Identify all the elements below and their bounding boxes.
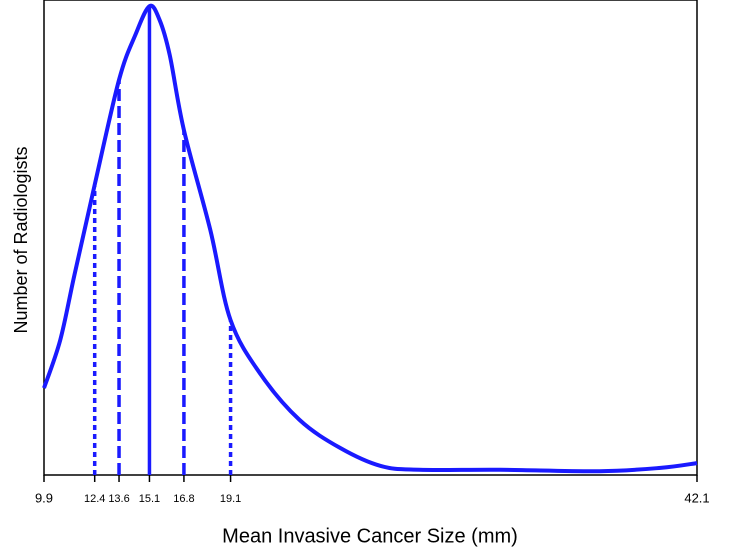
x-tick-label: 13.6 bbox=[108, 493, 129, 505]
x-tick-label: 12.4 bbox=[84, 493, 105, 505]
x-axis-label: Mean Invasive Cancer Size (mm) bbox=[222, 525, 518, 547]
y-axis-label: Number of Radiologists bbox=[11, 146, 31, 333]
x-tick-label: 19.1 bbox=[220, 493, 241, 505]
x-tick-label: 16.8 bbox=[173, 493, 194, 505]
x-tick-label: 15.1 bbox=[139, 493, 160, 505]
plot-frame bbox=[43, 0, 698, 476]
density-curve bbox=[42, 3, 698, 474]
x-tick-label: 42.1 bbox=[684, 490, 709, 505]
x-tick-label: 9.9 bbox=[35, 490, 53, 505]
